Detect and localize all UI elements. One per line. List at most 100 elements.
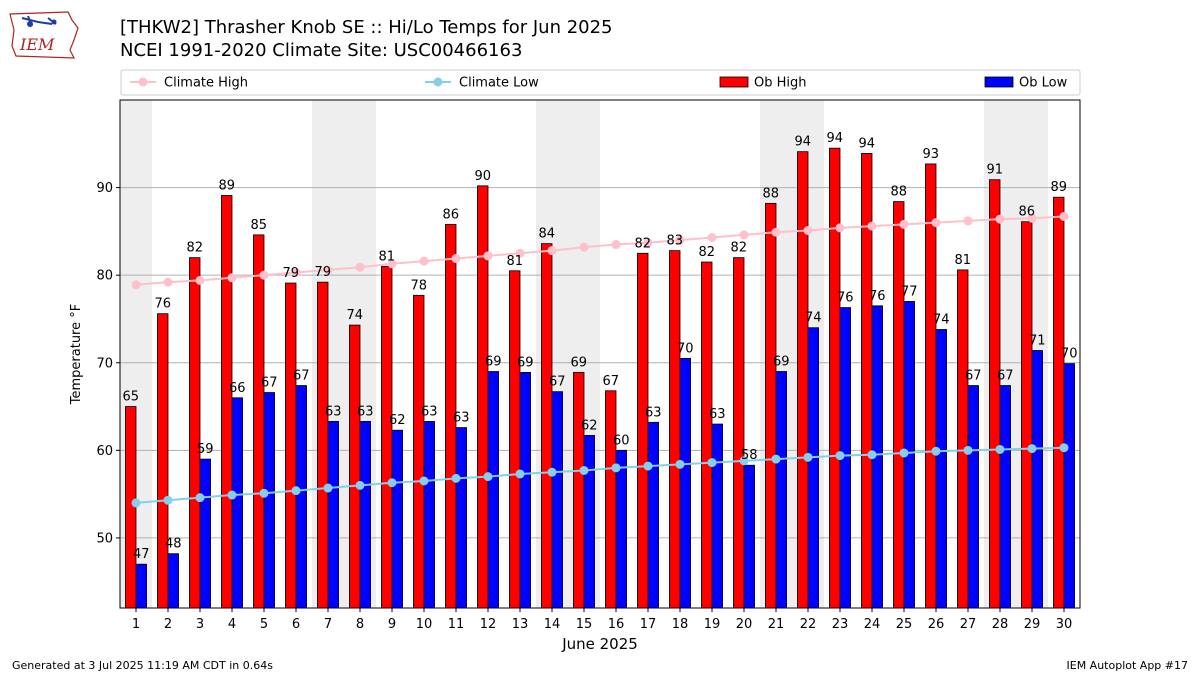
ob-low-bar <box>199 458 211 609</box>
ob-low-bar <box>999 385 1011 609</box>
climate-high-point <box>259 270 269 280</box>
ob-high-bar <box>637 252 649 609</box>
x-tick-label: 18 <box>672 617 689 632</box>
ob-high-label: 82 <box>634 236 651 251</box>
ob-high-bar <box>541 243 553 609</box>
ob-low-label: 58 <box>741 448 758 463</box>
ob-high-bar <box>701 261 713 609</box>
climate-low-point <box>899 448 909 458</box>
x-tick-label: 17 <box>640 617 657 632</box>
ob-low-label: 67 <box>549 375 566 390</box>
ob-low-bar <box>391 429 403 609</box>
ob-low-bar <box>1063 363 1075 609</box>
ob-low-bar <box>679 357 691 609</box>
chart-subtitle: NCEI 1991-2020 Climate Site: USC00466163 <box>120 40 523 61</box>
ob-high-bar <box>157 313 169 609</box>
x-tick-label: 20 <box>736 617 753 632</box>
ob-low-bar <box>519 371 531 609</box>
ob-high-label: 65 <box>122 390 139 405</box>
ob-low-bar <box>615 449 627 609</box>
ob-low-bar <box>167 553 179 609</box>
climate-low-point <box>323 483 333 493</box>
ob-low-bar <box>1031 350 1043 609</box>
climate-low-point <box>771 454 781 464</box>
ob-high-label: 94 <box>794 135 811 150</box>
climate-high-point <box>899 219 909 229</box>
climate-low-point <box>387 478 397 488</box>
climate-high-point <box>483 251 493 261</box>
climate-high-point <box>835 223 845 233</box>
x-tick-label: 6 <box>292 617 300 632</box>
climate-low-point <box>675 459 685 469</box>
ob-low-bar <box>743 464 755 609</box>
climate-low-point <box>643 461 653 471</box>
ob-high-bar <box>509 270 521 609</box>
ob-high-label: 82 <box>186 241 203 256</box>
ob-low-bar <box>231 397 243 609</box>
ob-low-label: 63 <box>357 404 374 419</box>
ob-high-bar <box>925 163 937 609</box>
ob-high-label: 89 <box>218 178 235 193</box>
ob-high-bar <box>861 153 873 609</box>
ob-low-label: 63 <box>645 405 662 420</box>
generated-note: Generated at 3 Jul 2025 11:19 AM CDT in … <box>12 659 273 672</box>
x-tick-label: 10 <box>416 617 433 632</box>
ob-low-bar <box>135 563 147 609</box>
ob-high-bar <box>477 185 489 609</box>
x-tick-label: 22 <box>800 617 817 632</box>
x-tick-label: 13 <box>512 617 529 632</box>
x-tick-label: 19 <box>704 617 721 632</box>
ob-low-label: 60 <box>613 433 630 448</box>
x-tick-label: 24 <box>864 617 881 632</box>
legend-label-climate-high: Climate High <box>164 76 248 91</box>
ob-high-bar <box>957 269 969 609</box>
climate-high-point <box>707 233 717 243</box>
ob-high-bar <box>221 195 233 609</box>
climate-low-point <box>419 476 429 486</box>
legend-label-climate-low: Climate Low <box>459 76 539 91</box>
climate-low-point <box>867 450 877 460</box>
ob-high-label: 94 <box>826 131 843 146</box>
climate-high-point <box>291 268 301 278</box>
ob-low-label: 63 <box>709 407 726 422</box>
climate-high-point <box>515 248 525 258</box>
ob-low-label: 69 <box>773 355 790 370</box>
legend-swatch-ob-high <box>719 76 749 88</box>
iem-logo: IEM <box>9 11 79 59</box>
ob-high-label: 76 <box>154 297 171 312</box>
climate-low-point <box>451 473 461 483</box>
climate-high-point <box>387 259 397 269</box>
ob-low-label: 66 <box>229 381 246 396</box>
climate-high-point <box>163 277 173 287</box>
ob-low-label: 59 <box>197 442 214 457</box>
ob-high-bar <box>573 371 585 609</box>
x-tick-label: 27 <box>960 617 977 632</box>
ob-low-label: 74 <box>933 312 950 327</box>
climate-low-point <box>547 467 557 477</box>
legend-frame <box>120 69 1081 96</box>
legend-label-ob-low: Ob Low <box>1019 76 1068 91</box>
climate-high-point <box>579 242 589 252</box>
climate-low-point <box>707 458 717 468</box>
climate-high-point <box>419 256 429 266</box>
ob-low-bar <box>583 435 595 609</box>
climate-low-point <box>1027 444 1037 454</box>
ob-high-label: 81 <box>378 249 395 264</box>
climate-low-point <box>611 463 621 473</box>
ob-low-bar <box>327 421 339 609</box>
chart-title: [THKW2] Thrasher Knob SE :: Hi/Lo Temps … <box>120 17 613 38</box>
climate-high-point <box>131 280 141 290</box>
climate-high-point <box>739 230 749 240</box>
climate-high-line <box>135 215 1065 286</box>
ob-low-label: 74 <box>805 311 822 326</box>
climate-high-point <box>867 221 877 231</box>
climate-high-point <box>1059 211 1069 221</box>
ob-low-label: 69 <box>485 355 502 370</box>
ob-high-bar <box>381 266 393 609</box>
x-tick-label: 21 <box>768 617 785 632</box>
climate-low-point <box>739 456 749 466</box>
x-tick-label: 29 <box>1024 617 1041 632</box>
climate-high-point <box>771 227 781 237</box>
ob-low-label: 70 <box>1061 347 1078 362</box>
ob-high-bar <box>733 257 745 609</box>
